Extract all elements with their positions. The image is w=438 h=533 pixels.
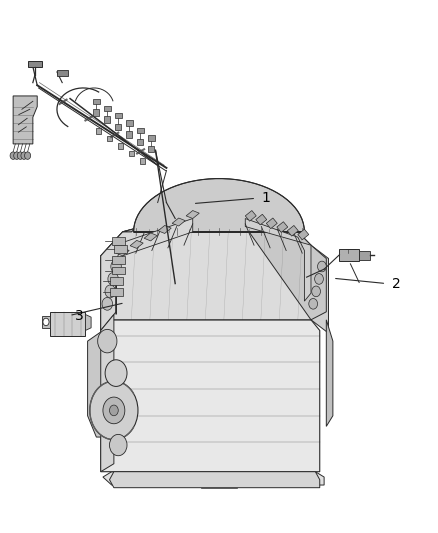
Text: 3: 3 (74, 309, 83, 322)
Circle shape (25, 152, 31, 159)
Polygon shape (126, 131, 132, 138)
Polygon shape (158, 225, 171, 233)
Polygon shape (339, 249, 359, 261)
Polygon shape (148, 135, 155, 141)
Circle shape (309, 298, 318, 309)
Polygon shape (137, 128, 144, 133)
Polygon shape (104, 116, 110, 123)
Polygon shape (114, 245, 127, 253)
Polygon shape (148, 146, 154, 152)
Polygon shape (101, 314, 114, 472)
Polygon shape (118, 143, 123, 149)
Polygon shape (50, 312, 85, 336)
Polygon shape (245, 213, 326, 320)
Circle shape (108, 272, 118, 285)
Circle shape (105, 285, 116, 298)
Text: 1: 1 (261, 191, 270, 205)
Circle shape (103, 397, 125, 424)
Polygon shape (101, 213, 311, 330)
Polygon shape (42, 316, 50, 328)
Polygon shape (137, 139, 143, 145)
Polygon shape (359, 251, 370, 260)
Polygon shape (88, 330, 103, 437)
Polygon shape (172, 218, 185, 226)
Polygon shape (112, 266, 125, 274)
Polygon shape (126, 120, 133, 126)
Polygon shape (130, 240, 143, 248)
Polygon shape (116, 248, 129, 256)
Polygon shape (298, 229, 309, 240)
Circle shape (90, 381, 138, 440)
Polygon shape (123, 179, 302, 232)
Polygon shape (245, 211, 256, 221)
Polygon shape (13, 96, 37, 144)
Polygon shape (277, 222, 288, 232)
Polygon shape (110, 472, 320, 488)
Circle shape (110, 405, 118, 416)
Circle shape (314, 273, 323, 284)
Polygon shape (144, 233, 157, 241)
Polygon shape (110, 277, 123, 285)
Polygon shape (326, 320, 333, 426)
Circle shape (110, 434, 127, 456)
Circle shape (21, 152, 27, 159)
Polygon shape (101, 320, 320, 472)
Polygon shape (101, 232, 123, 330)
Polygon shape (116, 219, 193, 314)
Polygon shape (112, 237, 125, 245)
Polygon shape (115, 113, 122, 118)
Polygon shape (28, 61, 42, 67)
Polygon shape (110, 288, 123, 296)
Circle shape (105, 360, 127, 386)
Polygon shape (104, 106, 111, 111)
Polygon shape (266, 218, 277, 229)
Polygon shape (85, 314, 91, 330)
Circle shape (111, 260, 121, 273)
Polygon shape (129, 151, 134, 156)
Polygon shape (115, 124, 121, 130)
Circle shape (102, 297, 113, 310)
Polygon shape (140, 158, 145, 164)
Polygon shape (186, 211, 199, 219)
Polygon shape (57, 70, 68, 76)
Polygon shape (96, 128, 101, 134)
Polygon shape (134, 179, 304, 232)
Polygon shape (93, 109, 99, 116)
Circle shape (98, 329, 117, 353)
Circle shape (14, 152, 20, 159)
Polygon shape (311, 245, 328, 333)
Polygon shape (103, 472, 324, 485)
Polygon shape (101, 213, 193, 330)
Circle shape (312, 286, 321, 297)
Polygon shape (287, 225, 298, 236)
Polygon shape (107, 136, 112, 141)
Polygon shape (93, 99, 100, 104)
Polygon shape (112, 256, 125, 264)
Polygon shape (245, 219, 311, 301)
Circle shape (18, 152, 24, 159)
Circle shape (10, 152, 16, 159)
Circle shape (318, 261, 326, 272)
Polygon shape (256, 214, 267, 225)
Text: 2: 2 (392, 277, 400, 290)
Circle shape (43, 318, 49, 326)
